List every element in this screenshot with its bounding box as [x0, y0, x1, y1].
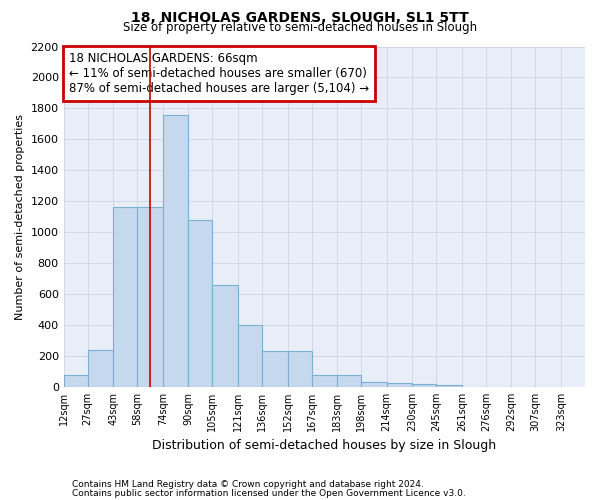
- Bar: [311, 374, 337, 387]
- Text: Contains public sector information licensed under the Open Government Licence v3: Contains public sector information licen…: [72, 488, 466, 498]
- Bar: [387, 383, 412, 387]
- Text: Contains HM Land Registry data © Crown copyright and database right 2024.: Contains HM Land Registry data © Crown c…: [72, 480, 424, 489]
- X-axis label: Distribution of semi-detached houses by size in Slough: Distribution of semi-detached houses by …: [152, 440, 496, 452]
- Bar: [137, 208, 163, 387]
- Bar: [436, 386, 462, 387]
- Text: 18, NICHOLAS GARDENS, SLOUGH, SL1 5TT: 18, NICHOLAS GARDENS, SLOUGH, SL1 5TT: [131, 11, 469, 25]
- Bar: [188, 220, 212, 387]
- Text: 18 NICHOLAS GARDENS: 66sqm
← 11% of semi-detached houses are smaller (670)
87% o: 18 NICHOLAS GARDENS: 66sqm ← 11% of semi…: [69, 52, 369, 94]
- Bar: [361, 382, 387, 387]
- Bar: [88, 350, 113, 387]
- Bar: [113, 208, 137, 387]
- Y-axis label: Number of semi-detached properties: Number of semi-detached properties: [15, 114, 25, 320]
- Bar: [64, 374, 88, 387]
- Bar: [212, 285, 238, 387]
- Text: Size of property relative to semi-detached houses in Slough: Size of property relative to semi-detach…: [123, 22, 477, 35]
- Bar: [163, 114, 188, 387]
- Bar: [238, 325, 262, 387]
- Bar: [412, 384, 436, 387]
- Bar: [337, 374, 361, 387]
- Bar: [287, 352, 311, 387]
- Bar: [262, 352, 287, 387]
